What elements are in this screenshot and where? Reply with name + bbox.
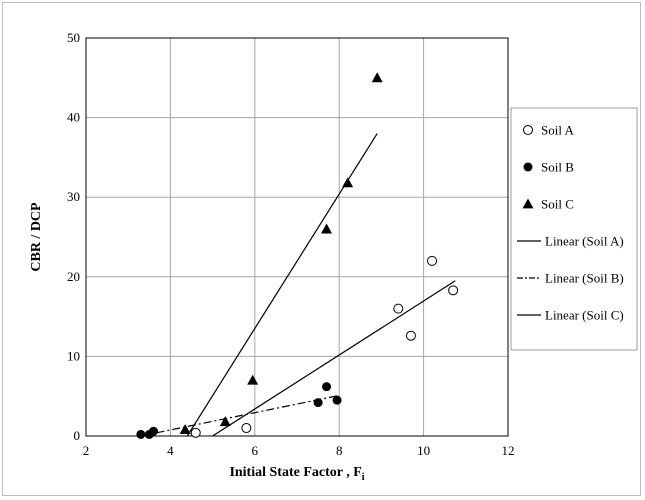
data-point-soil-a — [241, 423, 252, 434]
x-tick-label: 4 — [167, 443, 174, 458]
data-point-soil-a — [405, 330, 416, 341]
data-points — [136, 72, 459, 439]
x-tick-label: 10 — [417, 443, 430, 458]
legend-box — [510, 107, 638, 351]
data-point-soil-c — [371, 72, 383, 83]
y-tick-label: 30 — [67, 189, 80, 204]
chart-frame — [2, 2, 641, 496]
data-point-soil-a — [427, 255, 438, 266]
y-tick-labels: 0 10 20 30 40 50 — [67, 30, 80, 443]
grid-lines — [85, 37, 509, 437]
data-point-soil-a — [190, 427, 201, 438]
y-tick-label: 50 — [67, 30, 80, 45]
data-point-soil-a — [448, 285, 459, 296]
x-axis-title-subscript: i — [362, 472, 365, 483]
data-point-soil-c — [219, 416, 231, 427]
data-point-soil-b — [313, 398, 323, 408]
legend-label: Soil C — [541, 197, 574, 212]
legend-label: Linear (Soil A) — [545, 234, 624, 249]
legend-label: Soil B — [541, 160, 574, 175]
data-point-soil-c — [179, 424, 191, 435]
y-tick-label: 10 — [67, 348, 80, 363]
x-tick-label: 6 — [252, 443, 259, 458]
legend-marker — [522, 198, 534, 209]
data-point-soil-a — [393, 303, 404, 314]
data-point-soil-b — [136, 429, 146, 439]
trendline-1 — [212, 280, 456, 437]
data-point-soil-b — [149, 426, 159, 436]
trendline-3 — [186, 133, 378, 437]
x-tick-labels: 2 4 6 8 10 12 — [83, 443, 515, 458]
data-point-soil-b — [332, 395, 342, 405]
x-tick-label: 8 — [336, 443, 343, 458]
data-point-soil-c — [247, 374, 259, 385]
y-tick-label: 0 — [74, 428, 81, 443]
x-axis-title-main: Initial State Factor , F — [229, 465, 361, 480]
y-tick-label: 20 — [67, 269, 80, 284]
trendlines — [140, 133, 456, 437]
legend-marker — [523, 162, 533, 172]
legend-marker — [523, 125, 533, 135]
x-tick-label: 2 — [83, 443, 90, 458]
x-axis-title: Initial State Factor , Fi — [229, 465, 364, 483]
data-point-soil-c — [342, 177, 354, 188]
legend: Soil A Soil B Soil C Linear (Soil A) Linear … — [510, 107, 638, 351]
data-point-soil-c — [321, 223, 333, 234]
data-point-soil-b — [322, 382, 332, 392]
x-tick-label: 12 — [502, 443, 515, 458]
trendline-2 — [140, 394, 340, 437]
y-tick-label: 40 — [67, 110, 80, 125]
plot-area — [85, 37, 509, 437]
y-axis-title: CBR / DCP — [29, 202, 44, 272]
legend-label: Linear (Soil B) — [545, 271, 624, 286]
legend-label: Linear (Soil C) — [545, 308, 624, 323]
legend-label: Soil A — [541, 123, 574, 138]
